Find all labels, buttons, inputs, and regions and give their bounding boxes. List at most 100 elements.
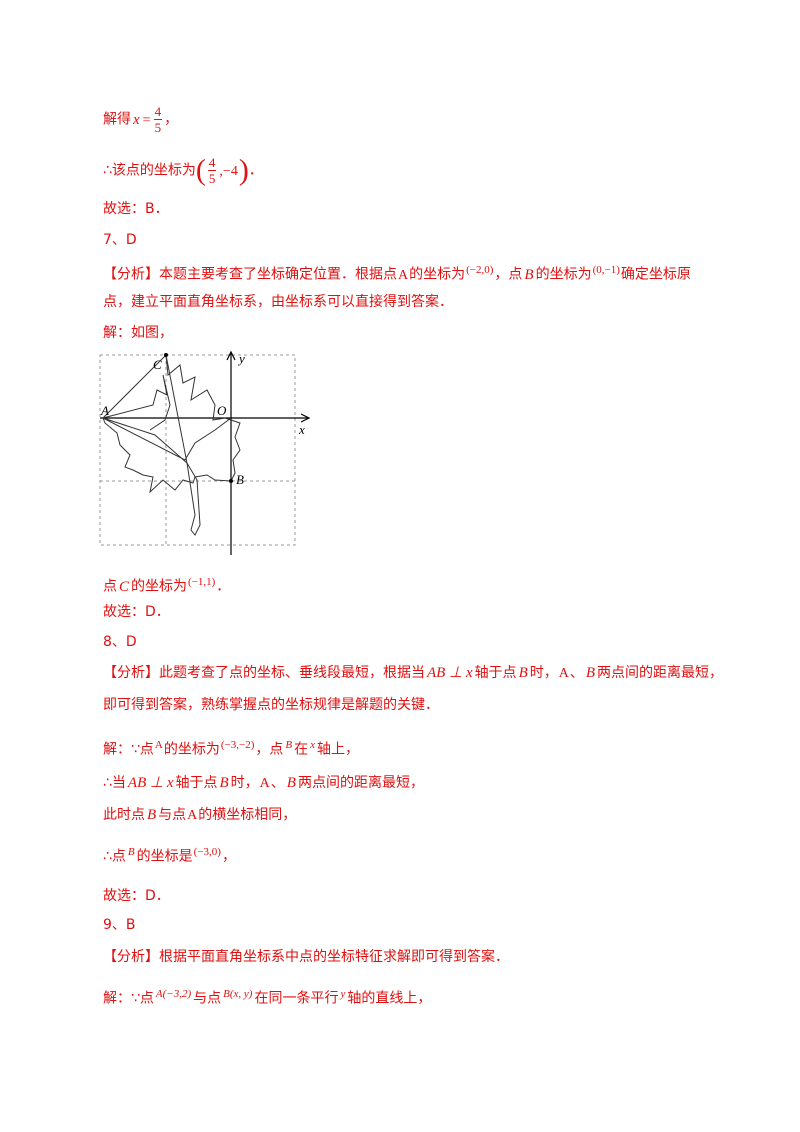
paren: ) [238, 153, 249, 187]
line: 点，建立平面直角坐标系，由坐标系可以直接得到答案． [103, 294, 453, 310]
math: B [524, 266, 534, 283]
denominator: 5 [208, 171, 216, 186]
math: = [142, 112, 151, 128]
math: A [259, 776, 270, 791]
math: A [398, 267, 409, 283]
text: 时， [230, 775, 259, 791]
text: 点 [103, 578, 117, 595]
paren: ( [195, 153, 206, 187]
line: ∴该点的坐标为(4 5 ,−4)． [103, 155, 263, 186]
text: 、 [569, 665, 584, 681]
math: B [219, 775, 229, 791]
numerator: 4 [207, 155, 217, 171]
line: 9、B [103, 917, 136, 933]
text: ， [164, 111, 179, 128]
math: x [310, 739, 315, 751]
math: A [558, 666, 569, 681]
text: 两点间的距离最短， [597, 665, 724, 681]
grid-box [99, 354, 296, 546]
text: 轴上， [316, 741, 359, 758]
text: 时， [529, 665, 558, 681]
label: B [236, 472, 244, 487]
text: 轴的直线上， [347, 990, 432, 1007]
text: 在 [294, 741, 309, 758]
math: B [147, 807, 157, 823]
math: (−3,0) [193, 846, 221, 858]
text: 两点间的距离最短， [297, 775, 424, 791]
line: 7、D [103, 232, 137, 248]
text: 的横坐标相同， [198, 807, 297, 823]
text: ∴当 [103, 775, 126, 791]
leaf-outline [102, 353, 241, 536]
label: y [237, 351, 245, 366]
point [164, 353, 168, 357]
text: 的坐标为 [163, 741, 220, 758]
math: B [127, 846, 135, 858]
line: 此时点 B 与点A的横坐标相同， [103, 805, 296, 826]
math: B [585, 665, 596, 681]
text: ． [216, 578, 231, 595]
arrow [226, 350, 236, 361]
point [229, 479, 233, 483]
line: 解：∵点 A(−3,2) 与点 B(x, y) 在同一条平行 y 轴的直线上， [103, 984, 431, 1009]
math: A [187, 808, 198, 823]
arrow [300, 413, 311, 423]
text: 的坐标为 [131, 578, 188, 595]
line: 8、D [103, 634, 137, 650]
text: 解得 [103, 111, 131, 128]
line: 故选：B． [103, 201, 169, 217]
text: 【分析】本题主要考查了坐标确定位置．根据点 [103, 266, 397, 283]
text: 与点 [158, 807, 187, 823]
text: 此时点 [103, 807, 145, 823]
line: 故选：D． [103, 888, 170, 904]
math: B [285, 739, 293, 751]
line: 【分析】此题考查了点的坐标、垂线段最短，根据当 AB ⊥ x 轴于点 B 时，A、 B 两点… [103, 663, 723, 684]
math: A [154, 739, 163, 751]
text: 【分析】此题考查了点的坐标、垂线段最短，根据当 [103, 665, 425, 681]
text: 的坐标为 [535, 266, 592, 283]
text: ． [248, 162, 263, 179]
text: 与点 [193, 990, 222, 1007]
line: 【分析】根据平面直角坐标系中点的坐标特征求解即可得到答案． [103, 949, 509, 965]
label: C [153, 357, 162, 372]
math: B [518, 665, 528, 681]
line: 解：如图， [103, 325, 173, 341]
math: x [133, 111, 140, 128]
math: AB ⊥ x [127, 775, 174, 791]
text: 解：∵点 [103, 990, 154, 1007]
line: 解得 x = 4 5， [103, 104, 178, 135]
text: 轴于点 [474, 665, 517, 681]
math: (−3,−2) [220, 739, 255, 751]
line: 故选：D． [103, 604, 170, 620]
text: ∴点 [103, 848, 126, 865]
math: C [119, 578, 130, 595]
math: B [286, 775, 296, 791]
math: (−2,0) [466, 264, 494, 276]
axes [100, 350, 311, 555]
math: y [340, 988, 346, 1000]
label: O [217, 403, 227, 418]
text: ，点 [494, 266, 523, 283]
text: 的坐标为 [409, 266, 466, 283]
line: ∴当 AB ⊥ x 轴于点 B 时，A、 B 两点间的距离最短， [103, 773, 424, 794]
math: AB ⊥ x [427, 665, 473, 681]
line: 【分析】本题主要考查了坐标确定位置．根据点A的坐标为(−2,0)，点 B 的坐标为(… [103, 260, 691, 286]
text: 在同一条平行 [254, 990, 339, 1007]
denominator: 5 [154, 120, 162, 135]
math: B(x, y) [223, 988, 253, 1000]
label: x [298, 422, 305, 437]
math: (−1,1) [188, 576, 216, 588]
line: 点 C 的坐标为(−1,1)． [103, 572, 230, 597]
math: ,−4 [219, 163, 238, 179]
line: ∴点 B 的坐标是(−3,0)， [103, 842, 236, 867]
text: ， [221, 848, 236, 865]
text: 轴于点 [175, 775, 218, 791]
text: 、 [270, 775, 285, 791]
line: 即可得到答案，熟练掌握点的坐标规律是解题的关键． [103, 697, 439, 713]
leaf-figure: C A O y x B [99, 350, 311, 555]
numerator: 4 [153, 104, 163, 120]
text: 确定坐标原 [620, 266, 691, 283]
